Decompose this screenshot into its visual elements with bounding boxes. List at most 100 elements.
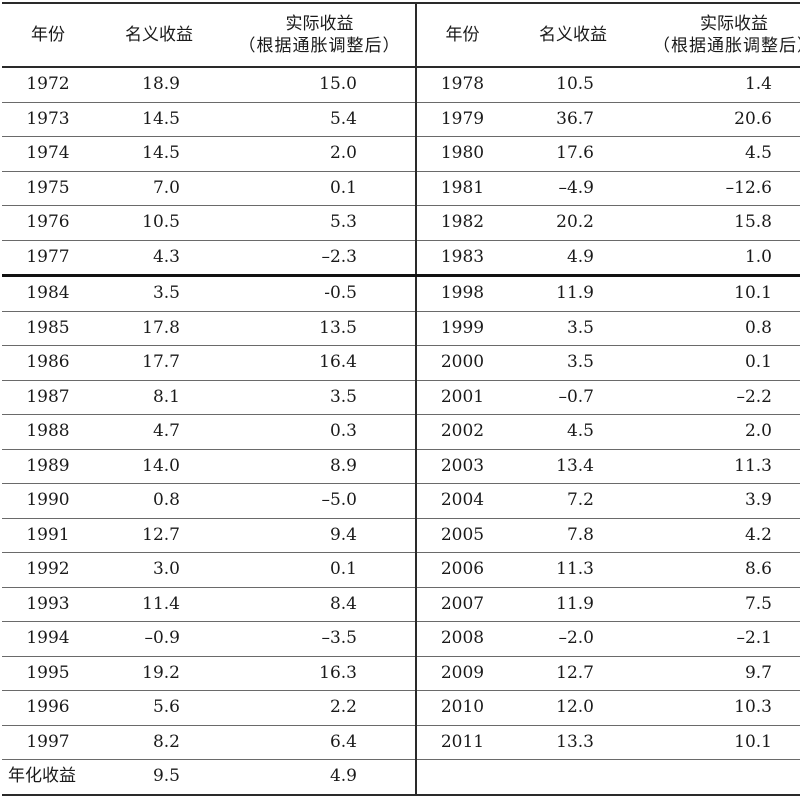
real-return-cell: 0.1: [638, 345, 800, 381]
nominal-return-cell: 11.9: [508, 587, 638, 622]
year-cell: 1989: [2, 449, 94, 484]
year-cell: 1977: [2, 240, 94, 277]
nominal-return-cell: 10.5: [94, 205, 224, 241]
real-return-cell: 0.8: [638, 311, 800, 346]
table-row: 1997 8.2 6.4 2011 13.3 10.1: [2, 725, 800, 760]
real-return-cell: 11.3: [638, 449, 800, 484]
table-row: 1974 14.5 2.0 1980 17.6 4.5: [2, 136, 800, 172]
nominal-return-cell: 7.8: [508, 518, 638, 553]
table-row: 1989 14.0 8.9 2003 13.4 11.3: [2, 449, 800, 484]
nominal-return-cell: 8.2: [94, 725, 224, 760]
real-return-cell: 8.4: [224, 587, 416, 622]
header-nominal-left: 名义收益: [94, 2, 224, 68]
real-return-cell: –12.6: [638, 171, 800, 206]
table-row: 1995 19.2 16.3 2009 12.7 9.7: [2, 656, 800, 691]
table-row: 1975 7.0 0.1 1981 –4.9 –12.6: [2, 171, 800, 206]
header-row: 年份 名义收益 实际收益 （根据通胀调整后） 年份 名义收益 实际收益 （根据通…: [2, 2, 800, 68]
year-cell: 2001: [415, 380, 508, 415]
table-body: 1972 18.9 15.0 1978 10.5 1.4 1973 14.5 5.4 1979 36…: [2, 67, 800, 796]
real-return-cell: 10.1: [638, 275, 800, 312]
real-return-cell: 1.4: [638, 67, 800, 103]
nominal-return-cell: 4.3: [94, 240, 224, 277]
real-return-cell: –3.5: [224, 621, 416, 657]
nominal-return-cell: 4.9: [508, 240, 638, 277]
real-return-cell: 2.0: [638, 414, 800, 450]
nominal-return-cell: 4.7: [94, 414, 224, 450]
nominal-return-cell: 3.5: [508, 345, 638, 381]
header-real-line1: 实际收益: [285, 13, 354, 34]
real-return-cell: 9.7: [638, 656, 800, 691]
real-return-cell: –2.1: [638, 621, 800, 657]
real-return-cell: 3.5: [224, 380, 416, 415]
year-cell: 1994: [2, 621, 94, 657]
year-cell: 2008: [415, 621, 508, 657]
table-row: 1976 10.5 5.3 1982 20.2 15.8: [2, 205, 800, 241]
year-cell: 2005: [415, 518, 508, 553]
header-year-left: 年份: [2, 2, 94, 68]
nominal-return-cell: 13.4: [508, 449, 638, 484]
year-cell: 1974: [2, 136, 94, 172]
nominal-return-cell: 14.5: [94, 102, 224, 137]
year-cell: 1992: [2, 552, 94, 588]
real-return-cell: 7.5: [638, 587, 800, 622]
year-cell: 1980: [415, 136, 508, 172]
empty-cell: [638, 759, 800, 796]
table-row: 1991 12.7 9.4 2005 7.8 4.2: [2, 518, 800, 553]
nominal-return-cell: 12.7: [94, 518, 224, 553]
table-row: 1972 18.9 15.0 1978 10.5 1.4: [2, 67, 800, 103]
nominal-return-cell: 11.3: [508, 552, 638, 588]
real-return-cell: 5.4: [224, 102, 416, 137]
year-cell: 1995: [2, 656, 94, 691]
year-cell: 1993: [2, 587, 94, 622]
real-return-cell: 3.9: [638, 483, 800, 519]
year-cell: 2002: [415, 414, 508, 450]
year-cell: 1982: [415, 205, 508, 241]
year-cell: 2009: [415, 656, 508, 691]
real-return-cell: 4.2: [638, 518, 800, 553]
year-cell: 1988: [2, 414, 94, 450]
nominal-return-cell: –2.0: [508, 621, 638, 657]
nominal-return-cell: 7.0: [94, 171, 224, 206]
year-cell: 2007: [415, 587, 508, 622]
nominal-return-cell: 12.7: [508, 656, 638, 691]
nominal-return-cell: –0.7: [508, 380, 638, 415]
table-row: 1988 4.7 0.3 2002 4.5 2.0: [2, 414, 800, 450]
year-cell: 1978: [415, 67, 508, 103]
year-cell: 1998: [415, 275, 508, 312]
header-real-line2: （根据通胀调整后）: [238, 35, 401, 56]
table-row: 1993 11.4 8.4 2007 11.9 7.5: [2, 587, 800, 622]
nominal-return-cell: –0.9: [94, 621, 224, 657]
year-cell: 2006: [415, 552, 508, 588]
year-cell: 1990: [2, 483, 94, 519]
summary-real-cell: 4.9: [224, 759, 416, 796]
nominal-return-cell: 3.0: [94, 552, 224, 588]
real-return-cell: 0.3: [224, 414, 416, 450]
real-return-cell: 16.4: [224, 345, 416, 381]
table-row: 1986 17.7 16.4 2000 3.5 0.1: [2, 345, 800, 381]
summary-row: 年化收益 9.5 4.9: [2, 759, 800, 796]
real-return-cell: 8.6: [638, 552, 800, 588]
nominal-return-cell: 5.6: [94, 690, 224, 726]
real-return-cell: 2.2: [224, 690, 416, 726]
nominal-return-cell: 19.2: [94, 656, 224, 691]
nominal-return-cell: 14.0: [94, 449, 224, 484]
real-return-cell: 20.6: [638, 102, 800, 137]
year-cell: 2010: [415, 690, 508, 726]
year-cell: 2003: [415, 449, 508, 484]
real-return-cell: –2.2: [638, 380, 800, 415]
nominal-return-cell: 8.1: [94, 380, 224, 415]
real-return-cell: -0.5: [224, 275, 416, 312]
nominal-return-cell: 0.8: [94, 483, 224, 519]
nominal-return-cell: 3.5: [94, 275, 224, 312]
year-cell: 1973: [2, 102, 94, 137]
year-cell: 1985: [2, 311, 94, 346]
real-return-cell: –2.3: [224, 240, 416, 277]
real-return-cell: 0.1: [224, 171, 416, 206]
nominal-return-cell: 13.3: [508, 725, 638, 760]
table-row: 1977 4.3 –2.3 1983 4.9 1.0: [2, 240, 800, 277]
nominal-return-cell: 17.8: [94, 311, 224, 346]
table-row: 1994 –0.9 –3.5 2008 –2.0 –2.1: [2, 621, 800, 657]
real-return-cell: 10.3: [638, 690, 800, 726]
nominal-return-cell: –4.9: [508, 171, 638, 206]
